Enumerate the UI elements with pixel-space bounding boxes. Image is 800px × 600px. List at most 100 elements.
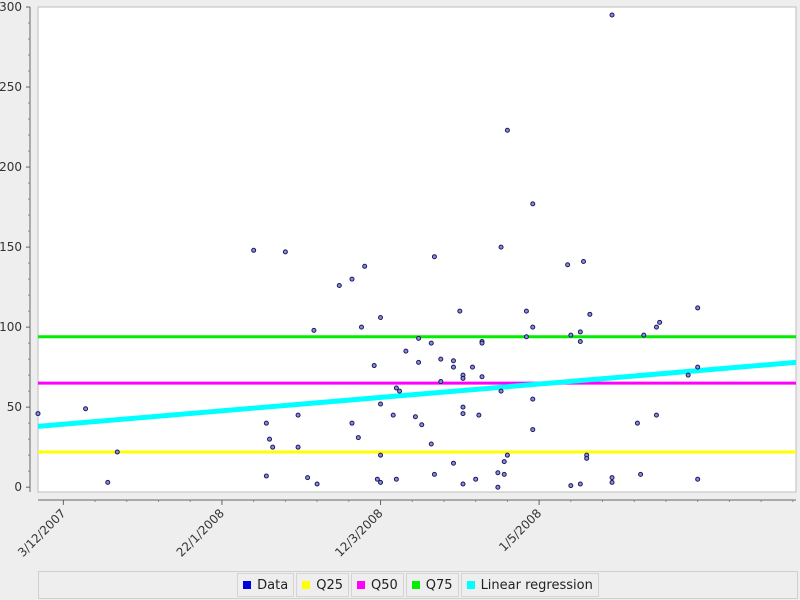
data-point bbox=[378, 479, 384, 485]
data-point bbox=[498, 244, 504, 250]
data-point bbox=[584, 455, 590, 461]
data-point bbox=[634, 420, 640, 426]
legend-item: Q50 bbox=[351, 573, 404, 597]
data-point bbox=[267, 436, 273, 442]
data-point bbox=[263, 473, 269, 479]
data-point bbox=[638, 471, 644, 477]
y-tick-label: 300 bbox=[0, 0, 22, 14]
x-tick-label: 3/12/2007 bbox=[15, 506, 68, 559]
data-point bbox=[501, 471, 507, 477]
data-point bbox=[498, 388, 504, 394]
data-point bbox=[114, 449, 120, 455]
data-point bbox=[695, 476, 701, 482]
legend-label: Q50 bbox=[371, 577, 398, 593]
data-point bbox=[685, 372, 691, 378]
legend-swatch bbox=[466, 581, 475, 589]
x-tick-label: 12/3/2008 bbox=[332, 506, 385, 559]
data-point bbox=[695, 305, 701, 311]
data-point bbox=[495, 470, 501, 476]
data-point bbox=[530, 427, 536, 433]
data-point bbox=[457, 308, 463, 314]
data-point bbox=[314, 481, 320, 487]
legend-item: Q25 bbox=[296, 573, 349, 597]
data-point bbox=[450, 460, 456, 466]
data-point bbox=[695, 364, 701, 370]
data-point bbox=[473, 476, 479, 482]
data-point bbox=[523, 334, 529, 340]
data-point bbox=[577, 481, 583, 487]
data-point bbox=[530, 201, 536, 207]
data-point bbox=[530, 324, 536, 330]
data-point bbox=[251, 247, 257, 253]
data-point bbox=[362, 263, 368, 269]
data-point bbox=[403, 348, 409, 354]
data-point bbox=[416, 335, 422, 341]
data-point bbox=[305, 475, 311, 481]
data-point bbox=[393, 385, 399, 391]
x-tick-label: 1/5/2008 bbox=[496, 506, 544, 554]
data-point bbox=[476, 412, 482, 418]
data-point bbox=[355, 435, 361, 441]
y-tick-label: 250 bbox=[0, 80, 22, 94]
data-point bbox=[460, 411, 466, 417]
data-point bbox=[416, 359, 422, 365]
data-point bbox=[530, 396, 536, 402]
plot-area bbox=[37, 6, 797, 493]
data-point bbox=[450, 358, 456, 364]
data-point bbox=[653, 412, 659, 418]
data-point bbox=[35, 411, 41, 417]
data-point bbox=[568, 483, 574, 489]
data-point bbox=[450, 364, 456, 370]
data-point bbox=[428, 441, 434, 447]
legend-label: Linear regression bbox=[480, 577, 593, 593]
legend-label: Q75 bbox=[425, 577, 453, 593]
data-point bbox=[105, 479, 111, 485]
legend: Data Q25 Q50 Q75 Linear regression bbox=[38, 571, 798, 599]
data-point bbox=[523, 308, 529, 314]
y-tick-label: 150 bbox=[0, 240, 22, 254]
x-tick-label: 22/1/2008 bbox=[174, 506, 227, 559]
data-point bbox=[431, 254, 437, 260]
data-point bbox=[270, 444, 276, 450]
data-point bbox=[83, 406, 89, 412]
legend-swatch bbox=[302, 581, 311, 589]
y-tick-label: 50 bbox=[7, 400, 22, 414]
legend-label: Data bbox=[257, 577, 289, 593]
data-point bbox=[419, 422, 425, 428]
data-point bbox=[609, 475, 615, 481]
data-point bbox=[412, 414, 418, 420]
legend-swatch bbox=[411, 581, 420, 589]
data-point bbox=[470, 364, 476, 370]
data-point bbox=[657, 319, 663, 325]
data-point bbox=[609, 12, 615, 18]
data-point bbox=[577, 339, 583, 345]
data-point bbox=[393, 476, 399, 482]
data-point bbox=[390, 412, 396, 418]
data-point bbox=[460, 375, 466, 381]
data-point bbox=[653, 324, 659, 330]
legend-item: Linear regression bbox=[460, 573, 599, 597]
data-point bbox=[577, 329, 583, 335]
legend-label: Q25 bbox=[316, 577, 343, 593]
data-point bbox=[371, 363, 377, 369]
data-point bbox=[358, 324, 364, 330]
data-point bbox=[374, 476, 380, 482]
data-point bbox=[378, 452, 384, 458]
y-tick-label: 200 bbox=[0, 160, 22, 174]
data-point bbox=[609, 479, 615, 485]
data-point bbox=[460, 404, 466, 410]
data-point bbox=[587, 311, 593, 317]
linear-regression-line bbox=[37, 359, 797, 429]
y-tick-label: 0 bbox=[14, 480, 22, 494]
data-point bbox=[568, 332, 574, 338]
data-point bbox=[378, 401, 384, 407]
legend-item: Q75 bbox=[405, 573, 459, 597]
data-point bbox=[397, 388, 403, 394]
data-point bbox=[311, 327, 317, 333]
legend-item: Data bbox=[237, 573, 295, 597]
data-point bbox=[438, 356, 444, 362]
data-point bbox=[438, 379, 444, 385]
data-point bbox=[295, 412, 301, 418]
legend-swatch bbox=[357, 581, 365, 589]
data-point bbox=[431, 471, 437, 477]
